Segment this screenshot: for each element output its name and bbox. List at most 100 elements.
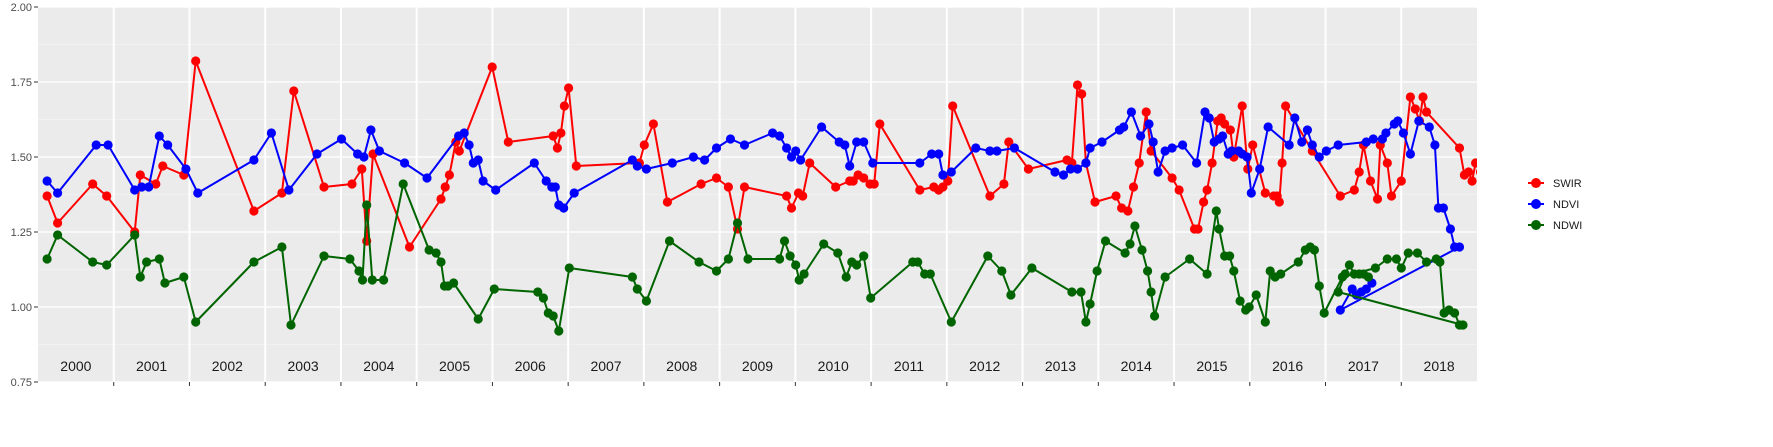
data-point-ndvi bbox=[1307, 140, 1317, 150]
data-point-ndwi bbox=[142, 257, 152, 267]
data-point-ndwi bbox=[723, 254, 734, 264]
data-point-swir bbox=[347, 179, 357, 189]
data-point-ndwi bbox=[1160, 272, 1170, 282]
data-point-swir bbox=[1090, 197, 1100, 207]
data-point-ndvi bbox=[1361, 284, 1371, 294]
data-point-ndwi bbox=[1125, 239, 1135, 249]
year-label: 2004 bbox=[363, 358, 394, 374]
data-point-swir bbox=[782, 191, 792, 201]
data-point-ndwi bbox=[367, 275, 377, 285]
data-point-swir bbox=[191, 56, 201, 66]
data-point-swir bbox=[1410, 104, 1420, 114]
data-point-ndvi bbox=[91, 140, 101, 150]
data-point-ndwi bbox=[1027, 263, 1037, 273]
data-point-ndwi bbox=[785, 251, 795, 261]
data-point-swir bbox=[662, 197, 673, 207]
data-point-ndwi bbox=[791, 260, 801, 270]
data-point-ndvi bbox=[1424, 122, 1434, 132]
data-point-ndvi bbox=[1167, 143, 1177, 153]
data-point-ndwi bbox=[1130, 221, 1140, 231]
data-point-ndvi bbox=[1242, 152, 1252, 162]
data-point-swir bbox=[1277, 158, 1287, 168]
data-point-swir bbox=[1207, 158, 1217, 168]
data-point-swir bbox=[859, 173, 869, 183]
data-point-swir bbox=[1372, 194, 1383, 204]
year-label: 2002 bbox=[212, 358, 243, 374]
data-point-swir bbox=[723, 182, 734, 192]
data-point-ndwi bbox=[357, 275, 368, 285]
data-point-ndwi bbox=[286, 320, 296, 330]
data-point-ndwi bbox=[554, 326, 564, 336]
data-point-ndvi bbox=[1072, 164, 1083, 174]
data-point-swir bbox=[1004, 137, 1014, 147]
data-point-swir bbox=[1023, 164, 1033, 174]
data-point-ndvi bbox=[559, 203, 569, 213]
data-point-ndwi bbox=[249, 257, 259, 267]
year-label: 2018 bbox=[1424, 358, 1455, 374]
data-point-ndvi bbox=[1136, 131, 1146, 141]
data-point-swir bbox=[503, 137, 513, 147]
data-point-swir bbox=[444, 170, 454, 180]
data-point-ndvi bbox=[1050, 167, 1060, 177]
data-point-ndvi bbox=[1192, 158, 1202, 168]
data-point-ndwi bbox=[1081, 317, 1091, 327]
data-point-ndwi bbox=[997, 266, 1007, 276]
data-point-ndwi bbox=[489, 284, 499, 294]
data-point-swir bbox=[1471, 158, 1477, 168]
data-point-ndvi bbox=[249, 155, 259, 165]
data-point-ndvi bbox=[1414, 116, 1424, 126]
data-point-swir bbox=[552, 143, 563, 153]
data-point-ndvi bbox=[992, 146, 1002, 156]
data-point-swir bbox=[1386, 191, 1397, 201]
data-point-ndvi bbox=[1263, 122, 1273, 132]
data-point-swir bbox=[1077, 89, 1087, 99]
data-point-ndvi bbox=[1085, 143, 1095, 153]
data-point-ndwi bbox=[42, 254, 52, 264]
data-point-swir bbox=[135, 170, 145, 180]
data-point-ndwi bbox=[632, 284, 642, 294]
data-point-ndwi bbox=[913, 257, 923, 267]
data-point-ndwi bbox=[1214, 224, 1224, 234]
data-point-swir bbox=[1349, 185, 1359, 195]
data-point-swir bbox=[1220, 119, 1230, 129]
year-label: 2017 bbox=[1348, 358, 1379, 374]
data-point-swir bbox=[277, 188, 287, 198]
data-point-swir bbox=[564, 83, 574, 93]
data-point-ndwi bbox=[88, 257, 98, 267]
data-point-swir bbox=[1281, 101, 1291, 111]
data-point-swir bbox=[948, 101, 958, 111]
data-point-swir bbox=[985, 191, 995, 201]
data-point-ndwi bbox=[1363, 272, 1373, 282]
data-point-ndvi bbox=[1065, 164, 1076, 174]
data-point-swir bbox=[1237, 101, 1247, 111]
data-point-ndwi bbox=[1309, 245, 1319, 255]
data-point-ndwi bbox=[1382, 254, 1392, 264]
data-point-ndwi bbox=[154, 254, 164, 264]
data-point-ndwi bbox=[1225, 251, 1235, 261]
data-point-ndwi bbox=[859, 251, 869, 261]
data-point-ndvi bbox=[700, 155, 710, 165]
data-point-ndvi bbox=[775, 131, 785, 141]
data-point-ndwi bbox=[1260, 317, 1270, 327]
data-point-ndwi bbox=[1202, 269, 1212, 279]
data-point-swir bbox=[1475, 169, 1477, 175]
data-point-ndvi bbox=[1153, 167, 1163, 177]
data-point-ndwi bbox=[1403, 248, 1413, 258]
data-point-swir bbox=[559, 101, 570, 111]
data-point-ndvi bbox=[632, 161, 642, 171]
data-point-ndwi bbox=[538, 293, 549, 303]
data-point-ndwi bbox=[319, 251, 329, 261]
data-point-swir bbox=[805, 158, 815, 168]
data-point-ndwi bbox=[925, 269, 935, 279]
data-point-ndvi bbox=[144, 182, 154, 192]
data-point-ndwi bbox=[819, 239, 829, 249]
data-point-swir bbox=[1248, 140, 1258, 150]
data-point-swir bbox=[53, 218, 63, 228]
y-tick-label: 1.00 bbox=[11, 302, 32, 314]
data-point-ndvi bbox=[1255, 164, 1265, 174]
data-point-ndvi bbox=[1430, 140, 1440, 150]
data-point-ndwi bbox=[1150, 311, 1160, 321]
data-point-swir bbox=[357, 164, 367, 174]
data-point-ndvi bbox=[768, 128, 778, 138]
